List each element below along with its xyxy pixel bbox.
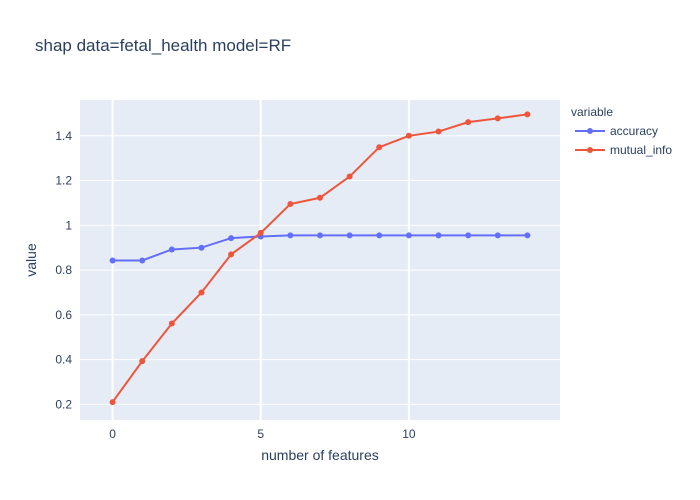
y-tick-label: 0.8 [55, 263, 72, 277]
data-point [317, 194, 323, 201]
data-point [228, 251, 235, 258]
data-point [139, 358, 146, 365]
x-tick-label: 0 [109, 427, 116, 441]
data-point [198, 244, 205, 251]
legend-item-mutual_info[interactable]: mutual_info [575, 143, 672, 157]
y-tick-label: 1.2 [55, 174, 72, 188]
y-tick-label: 0.2 [55, 397, 72, 411]
y-tick-label: 0.6 [55, 308, 72, 322]
data-point [524, 111, 531, 118]
data-point [435, 232, 442, 239]
data-point [405, 232, 412, 239]
legend-items: accuracy mutual_info [575, 124, 672, 157]
series-accuracy [109, 232, 531, 264]
data-point [168, 246, 175, 253]
data-point [257, 229, 264, 236]
plot-area [80, 100, 560, 420]
legend-item-accuracy[interactable]: accuracy [575, 124, 658, 138]
data-point [405, 132, 412, 139]
data-point [494, 115, 501, 122]
data-point [139, 257, 146, 264]
y-tick-label: 0.4 [55, 353, 72, 367]
series-layer [109, 111, 531, 406]
data-point [346, 173, 353, 180]
data-point [287, 201, 294, 208]
legend-title: variable [571, 105, 613, 119]
data-point [228, 235, 235, 242]
data-point [465, 232, 472, 239]
x-tick-label: 10 [402, 427, 416, 441]
data-point [109, 399, 116, 406]
y-axis-title: value [23, 243, 39, 277]
legend-label: accuracy [610, 124, 658, 138]
data-point [198, 289, 205, 296]
data-point [376, 232, 383, 239]
data-point [287, 232, 294, 239]
legend-swatch-marker [587, 147, 593, 153]
series-mutual_info [109, 111, 531, 406]
data-point [494, 232, 501, 239]
data-point [346, 232, 353, 239]
data-point [317, 232, 323, 239]
chart-title: shap data=fetal_health model=RF [35, 36, 291, 55]
data-point [524, 232, 531, 239]
data-point [465, 119, 472, 126]
x-axis-title: number of features [261, 447, 379, 463]
legend-label: mutual_info [610, 143, 672, 157]
data-point [109, 257, 116, 264]
x-tick-label: 5 [257, 427, 264, 441]
grid [80, 100, 560, 420]
y-tick-label: 1.4 [55, 129, 72, 143]
data-point [435, 128, 442, 135]
data-point [168, 320, 175, 327]
tick-labels: 0.2 0.4 0.6 0.8 1 1.2 1.4 0 5 10 [55, 129, 416, 441]
y-tick-label: 1 [65, 218, 72, 232]
legend-swatch-marker [587, 128, 593, 134]
legend: variable accuracy mutual_info [571, 105, 672, 157]
data-point [376, 144, 383, 151]
